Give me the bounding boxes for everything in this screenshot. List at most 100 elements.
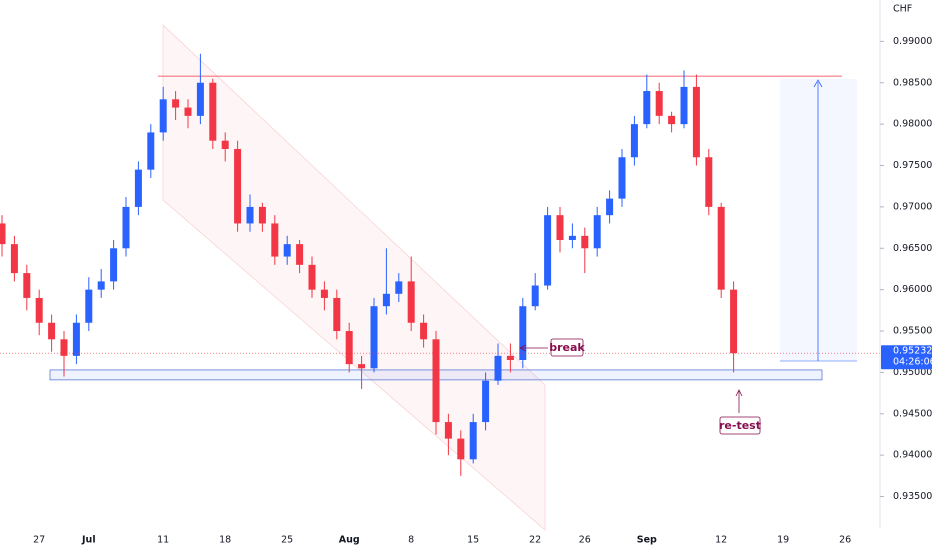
candle-body <box>717 206 725 290</box>
break-box <box>550 338 584 357</box>
x-tick-label: 15 <box>467 535 479 546</box>
y-tick-label: 0.95000 <box>893 367 932 378</box>
candle-body <box>705 157 713 207</box>
candle-body <box>544 215 552 286</box>
x-tick-label: 12 <box>715 535 727 546</box>
candle-body <box>618 157 626 199</box>
candle-body <box>35 297 43 323</box>
candle-body <box>147 132 155 170</box>
x-tick-label: 26 <box>839 535 851 546</box>
y-tick-label: 0.94500 <box>893 408 932 419</box>
last-price-label: 0.95232 <box>893 346 932 357</box>
candle-body <box>221 140 229 149</box>
candle-body <box>457 438 465 460</box>
candle-body <box>85 289 93 323</box>
currency-label: CHF <box>893 4 912 15</box>
x-tick-label: 18 <box>219 535 231 546</box>
candle-body <box>271 223 279 257</box>
candle-body <box>692 86 700 158</box>
y-tick-label: 0.93500 <box>893 491 932 502</box>
y-tick-label: 0.96000 <box>893 284 932 295</box>
candle-body <box>630 124 638 158</box>
y-tick-label: 0.97000 <box>893 201 932 212</box>
candle-body <box>606 198 614 216</box>
candle-body <box>333 297 341 332</box>
candle-body <box>110 248 118 282</box>
x-tick-label: 19 <box>777 535 789 546</box>
candle-body <box>643 91 651 125</box>
candle-body <box>407 281 415 323</box>
x-tick-label: 27 <box>33 535 45 546</box>
x-tick-label: Sep <box>637 535 657 546</box>
falling-channel <box>162 24 546 531</box>
candle-body <box>420 322 428 340</box>
candle-body <box>48 322 56 340</box>
y-tick-label: 0.96500 <box>893 243 932 254</box>
candle-body <box>196 82 204 116</box>
x-tick-label: 11 <box>157 535 169 546</box>
candle-body <box>296 244 304 265</box>
candle-body <box>531 285 539 307</box>
candle-body <box>395 281 403 294</box>
candle-body <box>72 322 80 356</box>
candle-body <box>258 206 266 224</box>
candle-body <box>308 264 316 290</box>
annotation-retest: re-test <box>719 419 761 432</box>
candle-body <box>172 99 180 108</box>
measure-arrowhead <box>813 79 823 88</box>
candle-body <box>10 244 18 274</box>
candle-body <box>482 380 490 423</box>
candle-body <box>432 339 440 423</box>
candle-body <box>209 82 217 141</box>
candle-body <box>494 355 502 381</box>
y-tick-label: 0.95500 <box>893 326 932 337</box>
candle-body <box>184 107 192 116</box>
candle-body <box>345 331 353 365</box>
y-tick-label: 0.98000 <box>893 119 932 130</box>
candle-body <box>134 169 142 207</box>
candle-body <box>358 364 366 369</box>
candle-body <box>506 355 514 360</box>
retest-arrowhead <box>735 389 743 397</box>
candle-body <box>370 306 378 369</box>
candle-body <box>23 273 31 298</box>
candle-body <box>382 293 390 307</box>
candle-body <box>320 289 328 298</box>
x-tick-label: 22 <box>529 535 541 546</box>
candle-body <box>519 306 527 360</box>
last-price-box <box>881 345 932 370</box>
y-tick-label: 0.98500 <box>893 77 932 88</box>
candle-body <box>680 86 688 125</box>
countdown-label: 04:26:06 <box>893 357 932 368</box>
y-tick-label: 0.99000 <box>893 36 932 47</box>
y-tick-label: 0.97500 <box>893 160 932 171</box>
candle-body <box>655 91 663 116</box>
candle-body <box>234 148 242 224</box>
x-tick-label: Jul <box>81 535 96 546</box>
candle-body <box>668 115 676 125</box>
candle-body <box>159 99 167 133</box>
candle-body <box>469 422 477 460</box>
candle-body <box>556 215 564 240</box>
x-tick-label: 8 <box>408 535 414 546</box>
candle-body <box>60 339 68 356</box>
x-tick-label: 26 <box>579 535 591 546</box>
candle-body <box>730 289 738 354</box>
x-tick-label: Aug <box>339 535 360 546</box>
candle-body <box>283 244 291 257</box>
candle-body <box>593 215 601 249</box>
retest-box <box>719 416 761 435</box>
break-arrowhead <box>519 344 527 352</box>
candle-body <box>0 223 6 245</box>
y-tick-label: 0.94000 <box>893 450 932 461</box>
candle-body <box>122 206 130 249</box>
candle-body <box>246 206 254 224</box>
candle-body <box>581 235 589 249</box>
annotation-break: break <box>549 341 585 354</box>
x-tick-label: 25 <box>281 535 293 546</box>
candle-body <box>444 422 452 439</box>
candle-body <box>568 235 576 240</box>
measure-box <box>780 79 857 361</box>
